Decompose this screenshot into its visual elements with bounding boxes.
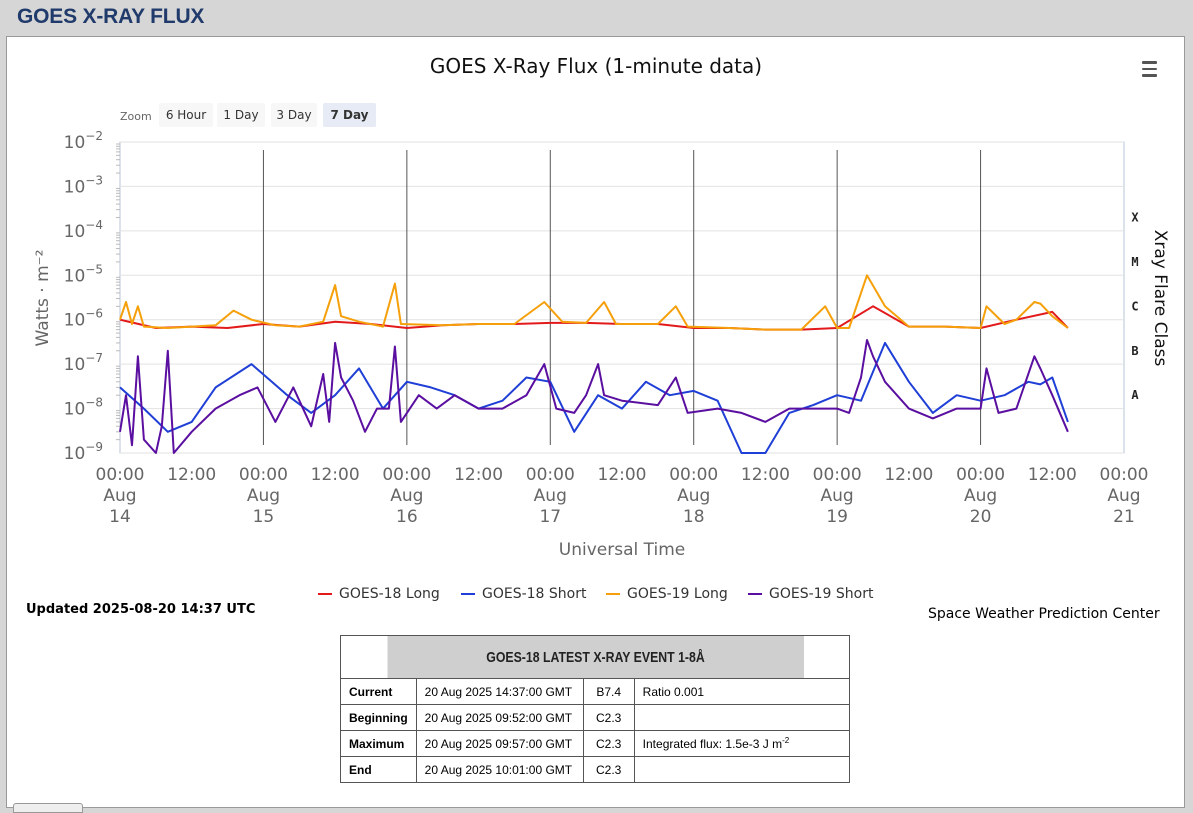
x-tick-label: 15 — [253, 507, 275, 527]
row-class: C2.3 — [582, 756, 635, 783]
y-tick-label: 10−2 — [64, 129, 103, 153]
x-tick-label: 00:00 — [1100, 465, 1149, 485]
chart-title: GOES X-Ray Flux (1-minute data) — [430, 54, 762, 78]
flare-class-label: C — [1131, 299, 1138, 313]
x-tick-label: 17 — [539, 507, 561, 527]
zoom-button-label[interactable]: 6 Hour — [166, 108, 206, 122]
zoom-button-7-day[interactable] — [323, 103, 376, 127]
row-class: B7.4 — [582, 678, 635, 705]
x-tick-label: 12:00 — [454, 465, 503, 485]
row-class: C2.3 — [582, 704, 635, 731]
flare-class-label: A — [1131, 388, 1139, 402]
zoom-button-label[interactable]: 3 Day — [276, 108, 311, 122]
x-tick-label: 12:00 — [167, 465, 216, 485]
y-tick-label: 10−8 — [64, 396, 103, 420]
x-tick-label: 00:00 — [96, 465, 145, 485]
legend-item-label[interactable]: GOES-19 Short — [769, 586, 874, 602]
y2-axis-title: Xray Flare Class — [1150, 230, 1170, 367]
x-tick-label: 18 — [683, 507, 705, 527]
integrated-flux-text: Integrated flux: 1.5e-3 J m — [642, 737, 783, 751]
credit-text: Space Weather Prediction Center — [928, 606, 1160, 622]
row-label: Current — [340, 678, 417, 705]
x-tick-label: 12:00 — [884, 465, 933, 485]
table-row: Current 20 Aug 2025 14:37:00 GMT B7.4 Ra… — [340, 678, 851, 705]
x-tick-label: 14 — [109, 507, 131, 527]
row-note: Integrated flux: 1.5e-3 J m-2 — [633, 730, 851, 757]
series-line-goes-19-long — [119, 274, 1069, 331]
x-tick-label: 16 — [396, 507, 418, 527]
x-tick-label: Aug — [534, 486, 567, 506]
x-tick-label: 12:00 — [311, 465, 360, 485]
x-tick-label: Aug — [677, 486, 710, 506]
integrated-flux-exponent: -2 — [782, 736, 790, 745]
row-note — [633, 704, 851, 731]
zoom-button-6-hour[interactable] — [159, 103, 213, 127]
row-time: 20 Aug 2025 09:52:00 GMT — [415, 704, 584, 731]
x-tick-label: 00:00 — [382, 465, 431, 485]
x-tick-label: 20 — [970, 507, 992, 527]
latest-event-table: GOES-18 LATEST X-RAY EVENT 1-8Å Current … — [340, 635, 851, 783]
x-axis-title: Universal Time — [559, 540, 685, 560]
x-tick-label: Aug — [964, 486, 997, 506]
row-label: End — [340, 756, 417, 783]
x-tick-label: 12:00 — [1028, 465, 1077, 485]
row-class: C2.3 — [582, 730, 635, 757]
x-tick-label: 00:00 — [526, 465, 575, 485]
x-tick-label: 00:00 — [956, 465, 1005, 485]
zoom-button-label[interactable]: 1 Day — [223, 108, 258, 122]
updated-timestamp: Updated 2025-08-20 14:37 UTC — [26, 602, 256, 617]
table-row: End 20 Aug 2025 10:01:00 GMT C2.3 — [340, 756, 851, 783]
flare-class-label: M — [1131, 255, 1138, 269]
x-tick-label: Aug — [1107, 486, 1140, 506]
x-tick-label: 00:00 — [239, 465, 288, 485]
row-label: Beginning — [340, 704, 417, 731]
row-label: Maximum — [340, 730, 417, 757]
x-tick-label: 00:00 — [669, 465, 718, 485]
legend-item-label[interactable]: GOES-18 Short — [482, 586, 587, 602]
x-tick-label: 00:00 — [813, 465, 862, 485]
table-row: Maximum 20 Aug 2025 09:57:00 GMT C2.3 In… — [340, 730, 851, 757]
x-tick-label: Aug — [247, 486, 280, 506]
flare-class-label: B — [1131, 344, 1138, 358]
zoom-label: Zoom — [120, 110, 152, 123]
table-row: Beginning 20 Aug 2025 09:52:00 GMT C2.3 — [340, 704, 851, 731]
page-title: GOES X-RAY FLUX — [17, 5, 205, 28]
legend-item-label[interactable]: GOES-18 Long — [339, 586, 440, 602]
row-time: 20 Aug 2025 09:57:00 GMT — [415, 730, 584, 757]
zoom-button-3-day[interactable] — [271, 103, 317, 127]
x-tick-label: 19 — [826, 507, 848, 527]
x-tick-label: Aug — [821, 486, 854, 506]
row-note: Ratio 0.001 — [633, 678, 851, 705]
series-line-goes-19-short — [119, 339, 1069, 454]
y-tick-label: 10−9 — [64, 440, 103, 464]
zoom-button-label[interactable]: 7 Day — [330, 108, 368, 122]
bottom-tab[interactable] — [13, 803, 83, 813]
x-tick-label: 12:00 — [598, 465, 647, 485]
legend-item-label[interactable]: GOES-19 Long — [627, 586, 728, 602]
zoom-button-1-day[interactable] — [217, 103, 265, 127]
x-tick-label: Aug — [103, 486, 136, 506]
x-tick-label: 21 — [1113, 507, 1135, 527]
y-tick-label: 10−6 — [64, 307, 103, 331]
page-header: GOES X-RAY FLUX — [0, 0, 1193, 36]
x-tick-label: Aug — [390, 486, 423, 506]
plot-area — [119, 141, 1125, 454]
y-tick-label: 10−4 — [64, 218, 103, 242]
y-axis-title: Watts · m⁻² — [33, 250, 53, 347]
y-tick-label: 10−7 — [64, 351, 103, 375]
y-tick-label: 10−5 — [64, 262, 103, 286]
y-tick-label: 10−3 — [64, 173, 103, 197]
event-table-title: GOES-18 LATEST X-RAY EVENT 1-8Å — [385, 635, 805, 679]
row-note — [633, 756, 851, 783]
row-time: 20 Aug 2025 14:37:00 GMT — [415, 678, 584, 705]
flare-class-label: X — [1131, 210, 1139, 224]
chart-menu-icon[interactable] — [1138, 54, 1160, 78]
x-tick-label: 12:00 — [741, 465, 790, 485]
row-time: 20 Aug 2025 10:01:00 GMT — [415, 756, 584, 783]
